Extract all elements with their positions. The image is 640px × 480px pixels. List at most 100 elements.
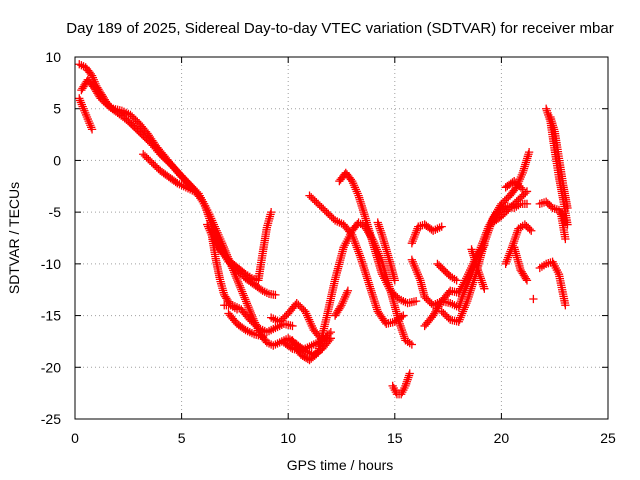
data-track [305,191,408,328]
data-point [326,327,335,337]
data-point [437,222,446,231]
data-point [524,148,534,157]
data-point [542,197,551,206]
data-track [510,243,532,285]
data-point [442,269,452,278]
chart-title: Day 189 of 2025, Sidereal Day-to-day VTE… [66,20,613,37]
data-point [527,226,536,235]
data-point [545,200,554,210]
data-point [522,221,531,231]
x-tick-label: 10 [280,430,296,446]
data-point [282,311,291,320]
data-point [480,284,489,293]
data-point [320,206,330,215]
data-point [87,125,97,134]
data-point [434,261,444,270]
data-point [423,296,433,305]
data-track [388,369,414,399]
data-point [288,321,297,331]
data-track [501,176,527,194]
data-point [222,253,231,262]
data-point [139,150,148,159]
data-point [271,290,280,300]
data-track [420,241,489,331]
data-point [294,300,303,309]
data-track [437,148,534,326]
data-point [520,220,530,229]
data-point [98,95,107,105]
data-track [77,75,280,300]
data-point [96,94,105,103]
data-point [149,160,158,169]
data-point [225,256,234,265]
data-point [144,155,153,164]
y-axis-label: SDTVAR / TECUs [6,182,22,294]
data-point [317,203,326,212]
data-point [519,190,528,199]
data-point [563,220,572,229]
x-tick-label: 25 [600,430,616,446]
data-point [452,276,461,285]
data-point [529,294,538,304]
data-point [266,207,276,217]
data-point [325,211,335,220]
x-tick-label: 5 [178,430,186,446]
data-point [525,225,534,234]
data-point [307,193,316,202]
y-tick-label: -5 [49,204,62,220]
data-track [407,220,446,248]
data-point [442,312,451,321]
data-point [313,199,323,209]
data-track [220,301,297,337]
data-point [561,301,570,310]
data-point [319,204,328,213]
data-track [556,210,570,244]
data-point [436,262,445,272]
data-point [305,191,314,200]
data-point [407,340,417,349]
y-tick-label: 5 [53,101,61,117]
data-point [152,163,162,172]
x-tick-label: 0 [71,430,79,446]
data-track [501,220,536,269]
data-point [145,156,155,165]
data-point [99,97,108,106]
data-point [280,312,289,321]
y-tick-label: -10 [41,256,61,272]
grid [75,57,608,419]
data-track [529,294,538,304]
data-point [439,308,448,318]
y-tick-label: -25 [41,411,61,427]
data-track [139,150,199,196]
data-track [467,245,489,293]
data-track [330,286,353,320]
data-point [563,203,572,213]
data-track [203,207,276,285]
data-point [322,207,331,217]
data-point [517,192,527,201]
x-axis-label: GPS time / hours [287,457,394,473]
data-point [522,199,532,209]
data-track [433,259,461,285]
data-point [343,286,353,295]
data-point [310,196,319,205]
data-point [190,187,199,196]
plot-frame [74,56,609,420]
data-point [439,265,448,275]
data-point [322,334,331,343]
data-point [297,303,306,313]
data-point [315,201,324,210]
data-point [142,153,151,162]
data-point [151,161,160,170]
data-point [437,307,446,316]
data-track [224,309,267,341]
data-point [523,223,533,232]
data-point [295,302,305,311]
y-tick-label: 0 [53,152,61,168]
data-point [433,259,442,269]
data-point [308,194,318,204]
x-tick-label: 20 [494,430,510,446]
data-point [324,209,333,218]
data-point [561,234,570,244]
